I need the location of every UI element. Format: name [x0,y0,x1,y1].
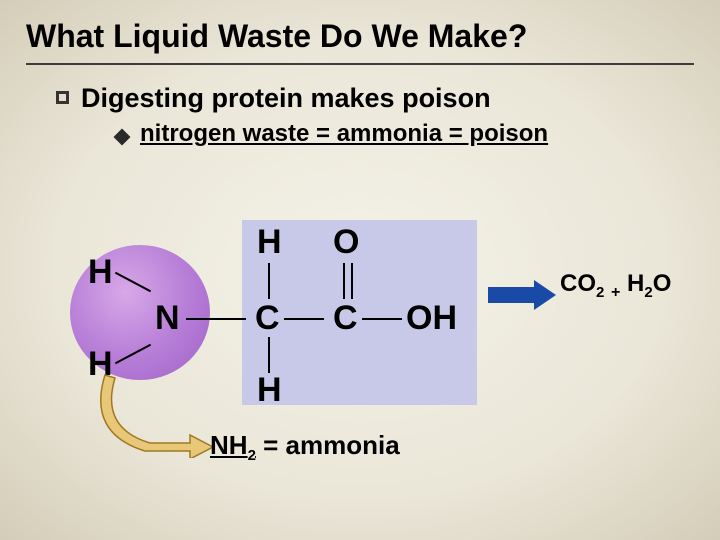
co2: CO [560,270,596,297]
diamond-bullet-icon [114,129,131,146]
atom-C: C [333,299,358,338]
nh: NH [210,430,248,460]
atom-OH: OH [406,299,457,338]
atom-O: O [333,223,359,262]
bullet-level1: Digesting protein makes poison [56,83,694,114]
bullet2-text: nitrogen waste = ammonia = poison [140,120,548,148]
h2o-o: O [653,270,672,297]
reaction-arrow-icon [488,280,558,310]
atom-C: C [255,299,280,338]
bond [268,263,270,299]
molecule-diagram: H H N H C H O C OH CO2 + H2O [0,215,720,495]
h2o-h: H [627,270,644,297]
slide: What Liquid Waste Do We Make? Digesting … [0,0,720,540]
bond [268,337,270,373]
bond [186,318,246,320]
co2-sub: 2 [596,284,604,301]
atom-N: N [155,299,180,338]
bond [362,318,402,320]
products-text: CO2 + H2O [560,270,671,302]
bullet-level2: nitrogen waste = ammonia = poison [116,120,694,148]
slide-title: What Liquid Waste Do We Make? [26,18,694,55]
h2o-sub: 2 [644,284,652,301]
nh-sub: 2 [248,447,256,464]
bond [284,318,324,320]
bullet1-text: Digesting protein makes poison [81,83,491,114]
atom-H: H [88,253,113,292]
ammonia-caption: NH2 = ammonia [210,430,400,464]
title-divider [26,63,694,65]
square-bullet-icon [56,91,69,104]
caption-rest: = ammonia [256,430,400,460]
atom-H: H [257,223,282,262]
atom-H: H [257,371,282,410]
plus: + [611,284,620,301]
